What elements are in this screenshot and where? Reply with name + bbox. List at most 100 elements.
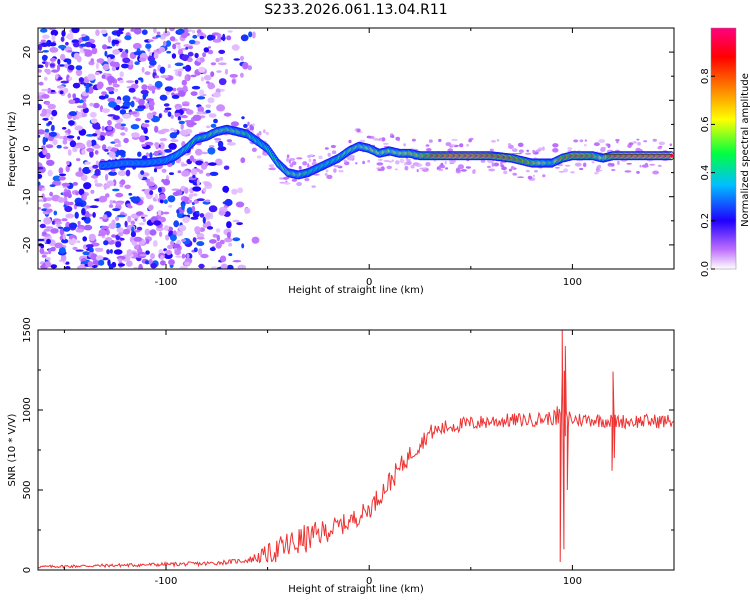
noise-blob [191,85,201,90]
halo-blob [286,157,289,162]
noise-blob [242,61,249,70]
noise-blob [199,35,204,40]
noise-blob [231,188,238,195]
noise-blob [210,123,217,128]
noise-blob [208,145,215,148]
noise-blob [180,123,184,130]
halo-blob [517,142,524,147]
noise-blob [160,75,169,79]
noise-blob [113,249,123,255]
noise-blob [130,83,139,89]
noise-blob [45,197,53,202]
noise-blob [207,147,216,155]
noise-blob [111,61,120,68]
noise-blob [104,50,108,57]
noise-blob [133,266,139,269]
noise-blob [165,40,172,47]
noise-blob [59,173,67,177]
noise-blob [101,225,109,230]
noise-blob [181,203,185,211]
noise-blob [188,193,193,199]
snr-background [38,330,674,570]
halo-blob [367,159,371,163]
halo-blob [419,167,427,170]
noise-blob [85,244,94,248]
noise-blob [187,45,193,50]
noise-blob [117,232,124,237]
noise-blob [96,81,104,89]
noise-blob [190,74,197,78]
noise-blob [68,76,73,81]
halo-blob [500,164,505,167]
noise-blob [181,253,186,259]
halo-blob [438,138,442,143]
halo-blob [512,172,517,176]
noise-blob [77,220,81,226]
noise-blob [95,62,99,70]
noise-blob [191,205,196,212]
noise-blob [60,80,69,84]
noise-blob [65,132,69,136]
noise-blob [72,93,77,99]
noise-blob [38,134,41,138]
noise-blob [66,33,74,40]
noise-blob [130,196,139,203]
colorbar-bar [711,28,736,269]
noise-blob [76,111,83,119]
noise-blob [140,170,145,176]
noise-blob [178,69,182,77]
halo-blob [542,146,545,151]
noise-blob [90,139,97,147]
noise-blob [77,136,81,140]
halo-blob [283,176,288,180]
noise-blob [196,111,204,115]
noise-blob [150,253,155,260]
noise-blob [75,249,84,252]
halo-blob [410,164,415,169]
noise-blob [206,125,211,129]
figure-title: S233.2026.061.13.04.R11 [264,2,447,18]
noise-blob [159,66,166,74]
noise-blob [94,150,99,155]
noise-blob [66,74,70,82]
noise-blob [163,211,170,215]
noise-blob [106,249,110,255]
halo-blob [535,149,542,152]
noise-blob [200,162,208,170]
noise-blob [120,179,126,186]
noise-blob [102,44,108,50]
halo-blob [636,138,640,141]
noise-blob [58,167,64,175]
y-tick-label: 0 [22,145,33,151]
halo-blob [527,175,533,180]
halo-blob [445,142,452,147]
noise-blob [154,193,159,200]
halo-blob [610,163,615,167]
halo-blob [268,167,276,171]
noise-blob [81,216,87,221]
noise-blob [163,199,168,205]
colorbar: 0.0 0.2 0.4 0.6 0.8 Normalized spectral ampl… [700,27,750,277]
noise-blob [98,195,108,203]
noise-blob [38,166,44,170]
noise-blob [153,28,157,34]
noise-blob [152,240,158,247]
noise-blob [195,160,204,166]
noise-blob [89,247,94,254]
halo-blob [355,162,358,165]
noise-blob [41,94,50,99]
noise-blob [76,158,81,162]
halo-blob [381,137,386,142]
noise-blob [95,29,100,36]
noise-blob [41,145,46,152]
noise-blob [49,191,53,197]
noise-blob [75,69,83,77]
noise-blob [62,226,71,232]
noise-blob [83,182,92,190]
halo-blob [517,176,525,178]
noise-blob [90,43,96,49]
noise-blob [141,123,150,128]
noise-blob [158,209,162,216]
noise-blob [85,134,95,137]
noise-blob [220,263,228,269]
